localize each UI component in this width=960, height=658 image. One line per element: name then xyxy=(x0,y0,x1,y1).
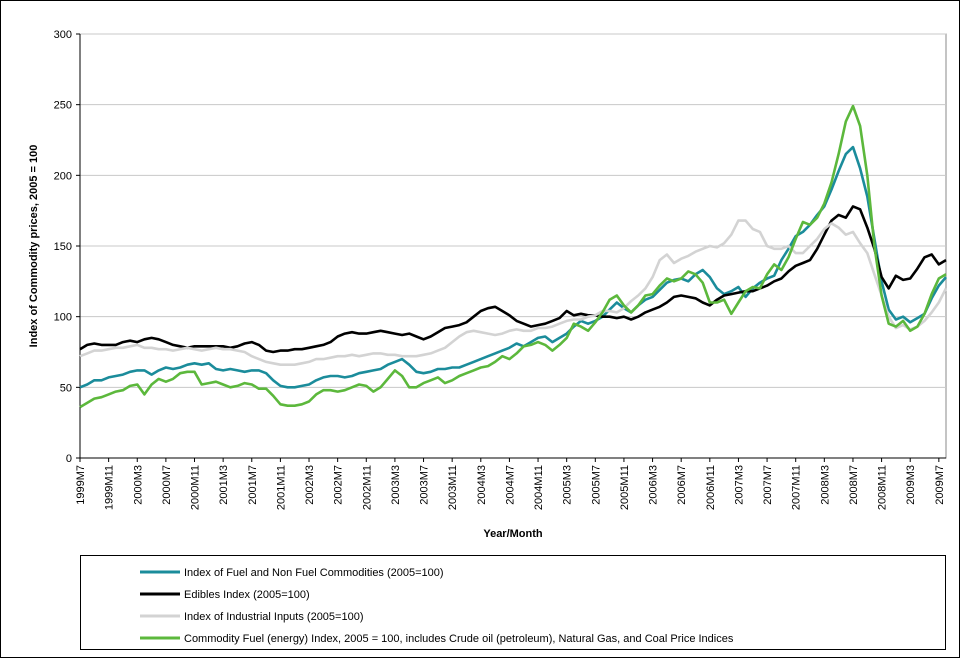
series-line xyxy=(79,104,947,409)
series-line xyxy=(79,205,947,354)
x-tick-label: 2006M3 xyxy=(648,465,660,505)
x-tick-label: 2005M3 xyxy=(562,465,574,505)
y-tick-label: 300 xyxy=(54,29,72,41)
x-axis-title: Year/Month xyxy=(483,528,543,540)
x-tick-label: 2008M11 xyxy=(877,465,889,510)
x-tick-label: 1999M7 xyxy=(75,465,87,505)
x-tick-label: 2008M3 xyxy=(819,465,831,505)
x-tick-label: 2005M11 xyxy=(619,465,631,510)
y-tick-label: 200 xyxy=(54,170,72,182)
y-tick-label: 250 xyxy=(54,100,72,112)
series-line xyxy=(79,145,947,389)
x-tick-label: 2008M7 xyxy=(848,465,860,505)
x-tick-label: 2006M11 xyxy=(705,465,717,510)
x-tick-label: 2005M7 xyxy=(590,465,602,505)
series-line xyxy=(79,219,948,366)
x-tick-label: 2004M11 xyxy=(533,465,545,510)
y-tick-label: 50 xyxy=(60,382,72,394)
y-tick-label: 150 xyxy=(54,241,72,253)
x-tick-label: 2007M3 xyxy=(733,465,745,505)
x-tick-label: 2003M7 xyxy=(419,465,431,505)
x-tick-label: 2004M7 xyxy=(504,465,516,505)
x-tick-label: 2006M7 xyxy=(676,465,688,505)
x-tick-label: 2003M3 xyxy=(390,465,402,505)
x-tick-label: 2000M11 xyxy=(190,465,202,510)
x-tick-label: 2002M3 xyxy=(304,465,316,505)
x-tick-label: 2001M11 xyxy=(275,465,287,510)
y-axis-title: Index of Commodity prices, 2005 = 100 xyxy=(28,145,40,348)
x-tick-label: 2007M7 xyxy=(762,465,774,505)
legend-label: Index of Industrial Inputs (2005=100) xyxy=(184,611,363,623)
x-tick-label: 2007M11 xyxy=(791,465,803,510)
x-tick-label: 2000M7 xyxy=(161,465,173,505)
y-tick-label: 0 xyxy=(66,453,72,465)
x-tick-label: 2002M7 xyxy=(333,465,345,505)
x-tick-label: 2009M7 xyxy=(934,465,946,505)
x-tick-label: 2001M3 xyxy=(218,465,230,505)
x-tick-label: 2009M3 xyxy=(905,465,917,505)
legend-label: Index of Fuel and Non Fuel Commodities (… xyxy=(184,567,444,579)
x-tick-label: 1999M11 xyxy=(104,465,116,510)
x-tick-label: 2001M7 xyxy=(247,465,259,505)
legend-label: Commodity Fuel (energy) Index, 2005 = 10… xyxy=(184,633,734,645)
x-tick-label: 2000M3 xyxy=(132,465,144,505)
legend-label: Edibles Index (2005=100) xyxy=(184,589,310,601)
legend-box xyxy=(80,555,946,650)
x-tick-label: 2003M11 xyxy=(447,465,459,510)
y-tick-label: 100 xyxy=(54,312,72,324)
x-tick-label: 2002M11 xyxy=(361,465,373,510)
x-tick-label: 2004M3 xyxy=(476,465,488,505)
